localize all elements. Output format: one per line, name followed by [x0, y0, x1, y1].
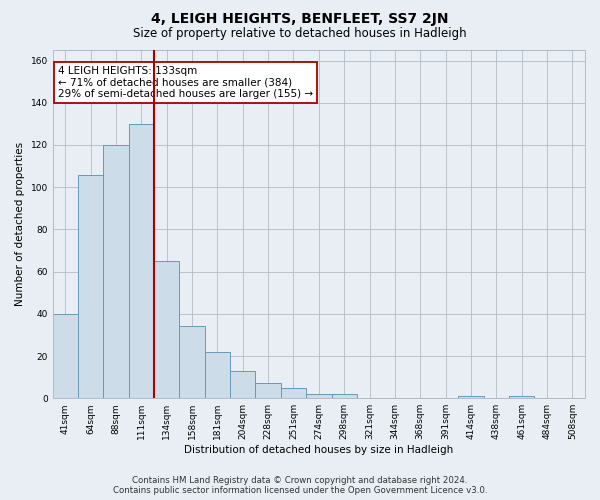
Text: Size of property relative to detached houses in Hadleigh: Size of property relative to detached ho… — [133, 28, 467, 40]
Text: 4 LEIGH HEIGHTS: 133sqm
← 71% of detached houses are smaller (384)
29% of semi-d: 4 LEIGH HEIGHTS: 133sqm ← 71% of detache… — [58, 66, 313, 99]
Bar — [205, 352, 230, 398]
Text: 4, LEIGH HEIGHTS, BENFLEET, SS7 2JN: 4, LEIGH HEIGHTS, BENFLEET, SS7 2JN — [151, 12, 449, 26]
Bar — [230, 371, 256, 398]
Bar — [509, 396, 535, 398]
Bar — [281, 388, 306, 398]
Bar — [129, 124, 154, 398]
Bar — [458, 396, 484, 398]
X-axis label: Distribution of detached houses by size in Hadleigh: Distribution of detached houses by size … — [184, 445, 454, 455]
Bar — [78, 174, 103, 398]
Bar — [154, 261, 179, 398]
Bar — [332, 394, 357, 398]
Y-axis label: Number of detached properties: Number of detached properties — [15, 142, 25, 306]
Bar — [306, 394, 332, 398]
Bar — [179, 326, 205, 398]
Bar — [256, 384, 281, 398]
Text: Contains HM Land Registry data © Crown copyright and database right 2024.
Contai: Contains HM Land Registry data © Crown c… — [113, 476, 487, 495]
Bar — [103, 145, 129, 398]
Bar — [53, 314, 78, 398]
